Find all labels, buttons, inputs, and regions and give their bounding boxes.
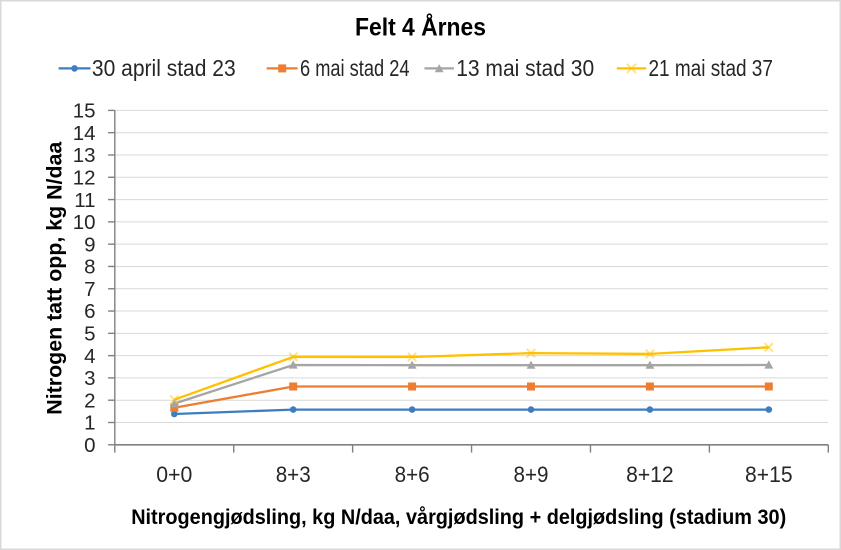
svg-text:5: 5 xyxy=(84,323,95,346)
svg-text:1: 1 xyxy=(84,412,95,435)
svg-text:6 mai stad 24: 6 mai stad 24 xyxy=(300,55,410,81)
svg-text:15: 15 xyxy=(73,100,96,123)
svg-text:14: 14 xyxy=(73,122,96,145)
svg-text:12: 12 xyxy=(73,166,96,189)
svg-text:8+6: 8+6 xyxy=(395,462,430,487)
svg-text:21 mai stad 37: 21 mai stad 37 xyxy=(649,55,773,81)
svg-text:0: 0 xyxy=(84,434,95,457)
svg-text:30 april stad 23: 30 april stad 23 xyxy=(92,55,236,81)
svg-text:2: 2 xyxy=(84,389,95,412)
svg-text:8+3: 8+3 xyxy=(276,462,311,487)
svg-text:6: 6 xyxy=(84,300,95,323)
svg-text:0+0: 0+0 xyxy=(156,462,192,487)
svg-text:11: 11 xyxy=(74,189,95,212)
svg-text:10: 10 xyxy=(73,211,96,234)
svg-text:Nitrogen tatt opp, kg N/daa: Nitrogen tatt opp, kg N/daa xyxy=(43,141,67,415)
svg-text:3: 3 xyxy=(84,367,95,390)
svg-text:8: 8 xyxy=(84,256,95,279)
svg-text:13: 13 xyxy=(73,144,96,167)
svg-text:7: 7 xyxy=(84,278,95,301)
svg-text:Nitrogengjødsling, kg N/daa, v: Nitrogengjødsling, kg N/daa, vårgjødslin… xyxy=(131,505,786,529)
svg-text:8+9: 8+9 xyxy=(514,462,549,487)
svg-text:9: 9 xyxy=(84,233,95,256)
svg-text:8+15: 8+15 xyxy=(745,462,793,487)
svg-text:8+12: 8+12 xyxy=(626,462,674,487)
svg-text:Felt 4 Årnes: Felt 4 Årnes xyxy=(355,13,486,42)
svg-text:13 mai stad 30: 13 mai stad 30 xyxy=(456,55,594,81)
svg-text:4: 4 xyxy=(84,345,95,368)
